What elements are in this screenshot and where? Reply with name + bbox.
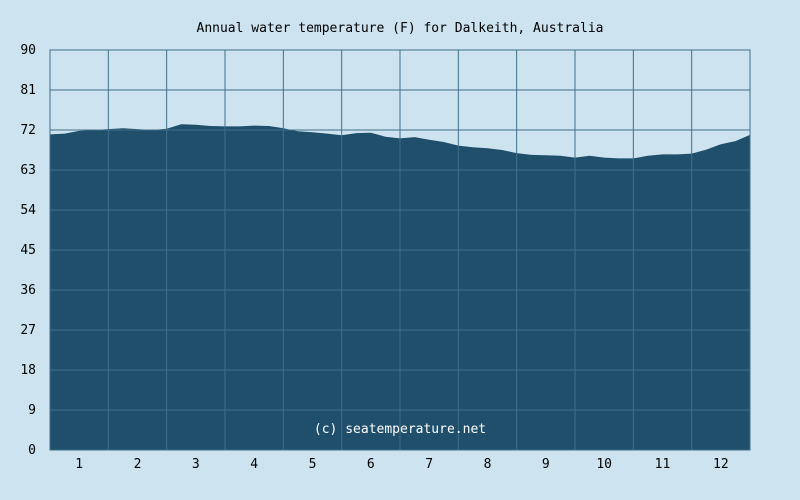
- y-tick-label: 81: [20, 83, 36, 98]
- plot-border: [49, 49, 751, 451]
- y-tick-label: 54: [20, 203, 36, 218]
- y-tick-label: 63: [20, 163, 36, 178]
- x-tick-label: 10: [596, 457, 612, 472]
- plot-area: [49, 49, 751, 451]
- y-tick-label: 18: [20, 363, 36, 378]
- watermark: (c) seatemperature.net: [314, 422, 486, 437]
- x-tick-label: 11: [655, 457, 671, 472]
- y-tick-label: 72: [20, 123, 36, 138]
- x-tick-label: 7: [425, 457, 433, 472]
- x-axis: 1 2 3 4 5 6 7 8 9 10 11 12: [75, 457, 728, 472]
- y-tick-label: 9: [28, 403, 36, 418]
- x-tick-label: 5: [309, 457, 317, 472]
- x-tick-label: 12: [713, 457, 729, 472]
- x-tick-label: 8: [484, 457, 492, 472]
- x-tick-label: 9: [542, 457, 550, 472]
- y-tick-label: 36: [20, 283, 36, 298]
- x-tick-label: 3: [192, 457, 200, 472]
- x-tick-label: 2: [134, 457, 142, 472]
- y-tick-label: 45: [20, 243, 36, 258]
- y-tick-label: 27: [20, 323, 36, 338]
- x-tick-label: 6: [367, 457, 375, 472]
- y-tick-label: 0: [28, 443, 36, 458]
- y-axis: 0 9 18 27 36 45 54 63 72 81 90: [20, 43, 36, 458]
- chart-title: Annual water temperature (F) for Dalkeit…: [197, 21, 604, 36]
- y-tick-label: 90: [20, 43, 36, 58]
- x-tick-label: 4: [250, 457, 258, 472]
- x-tick-label: 1: [75, 457, 83, 472]
